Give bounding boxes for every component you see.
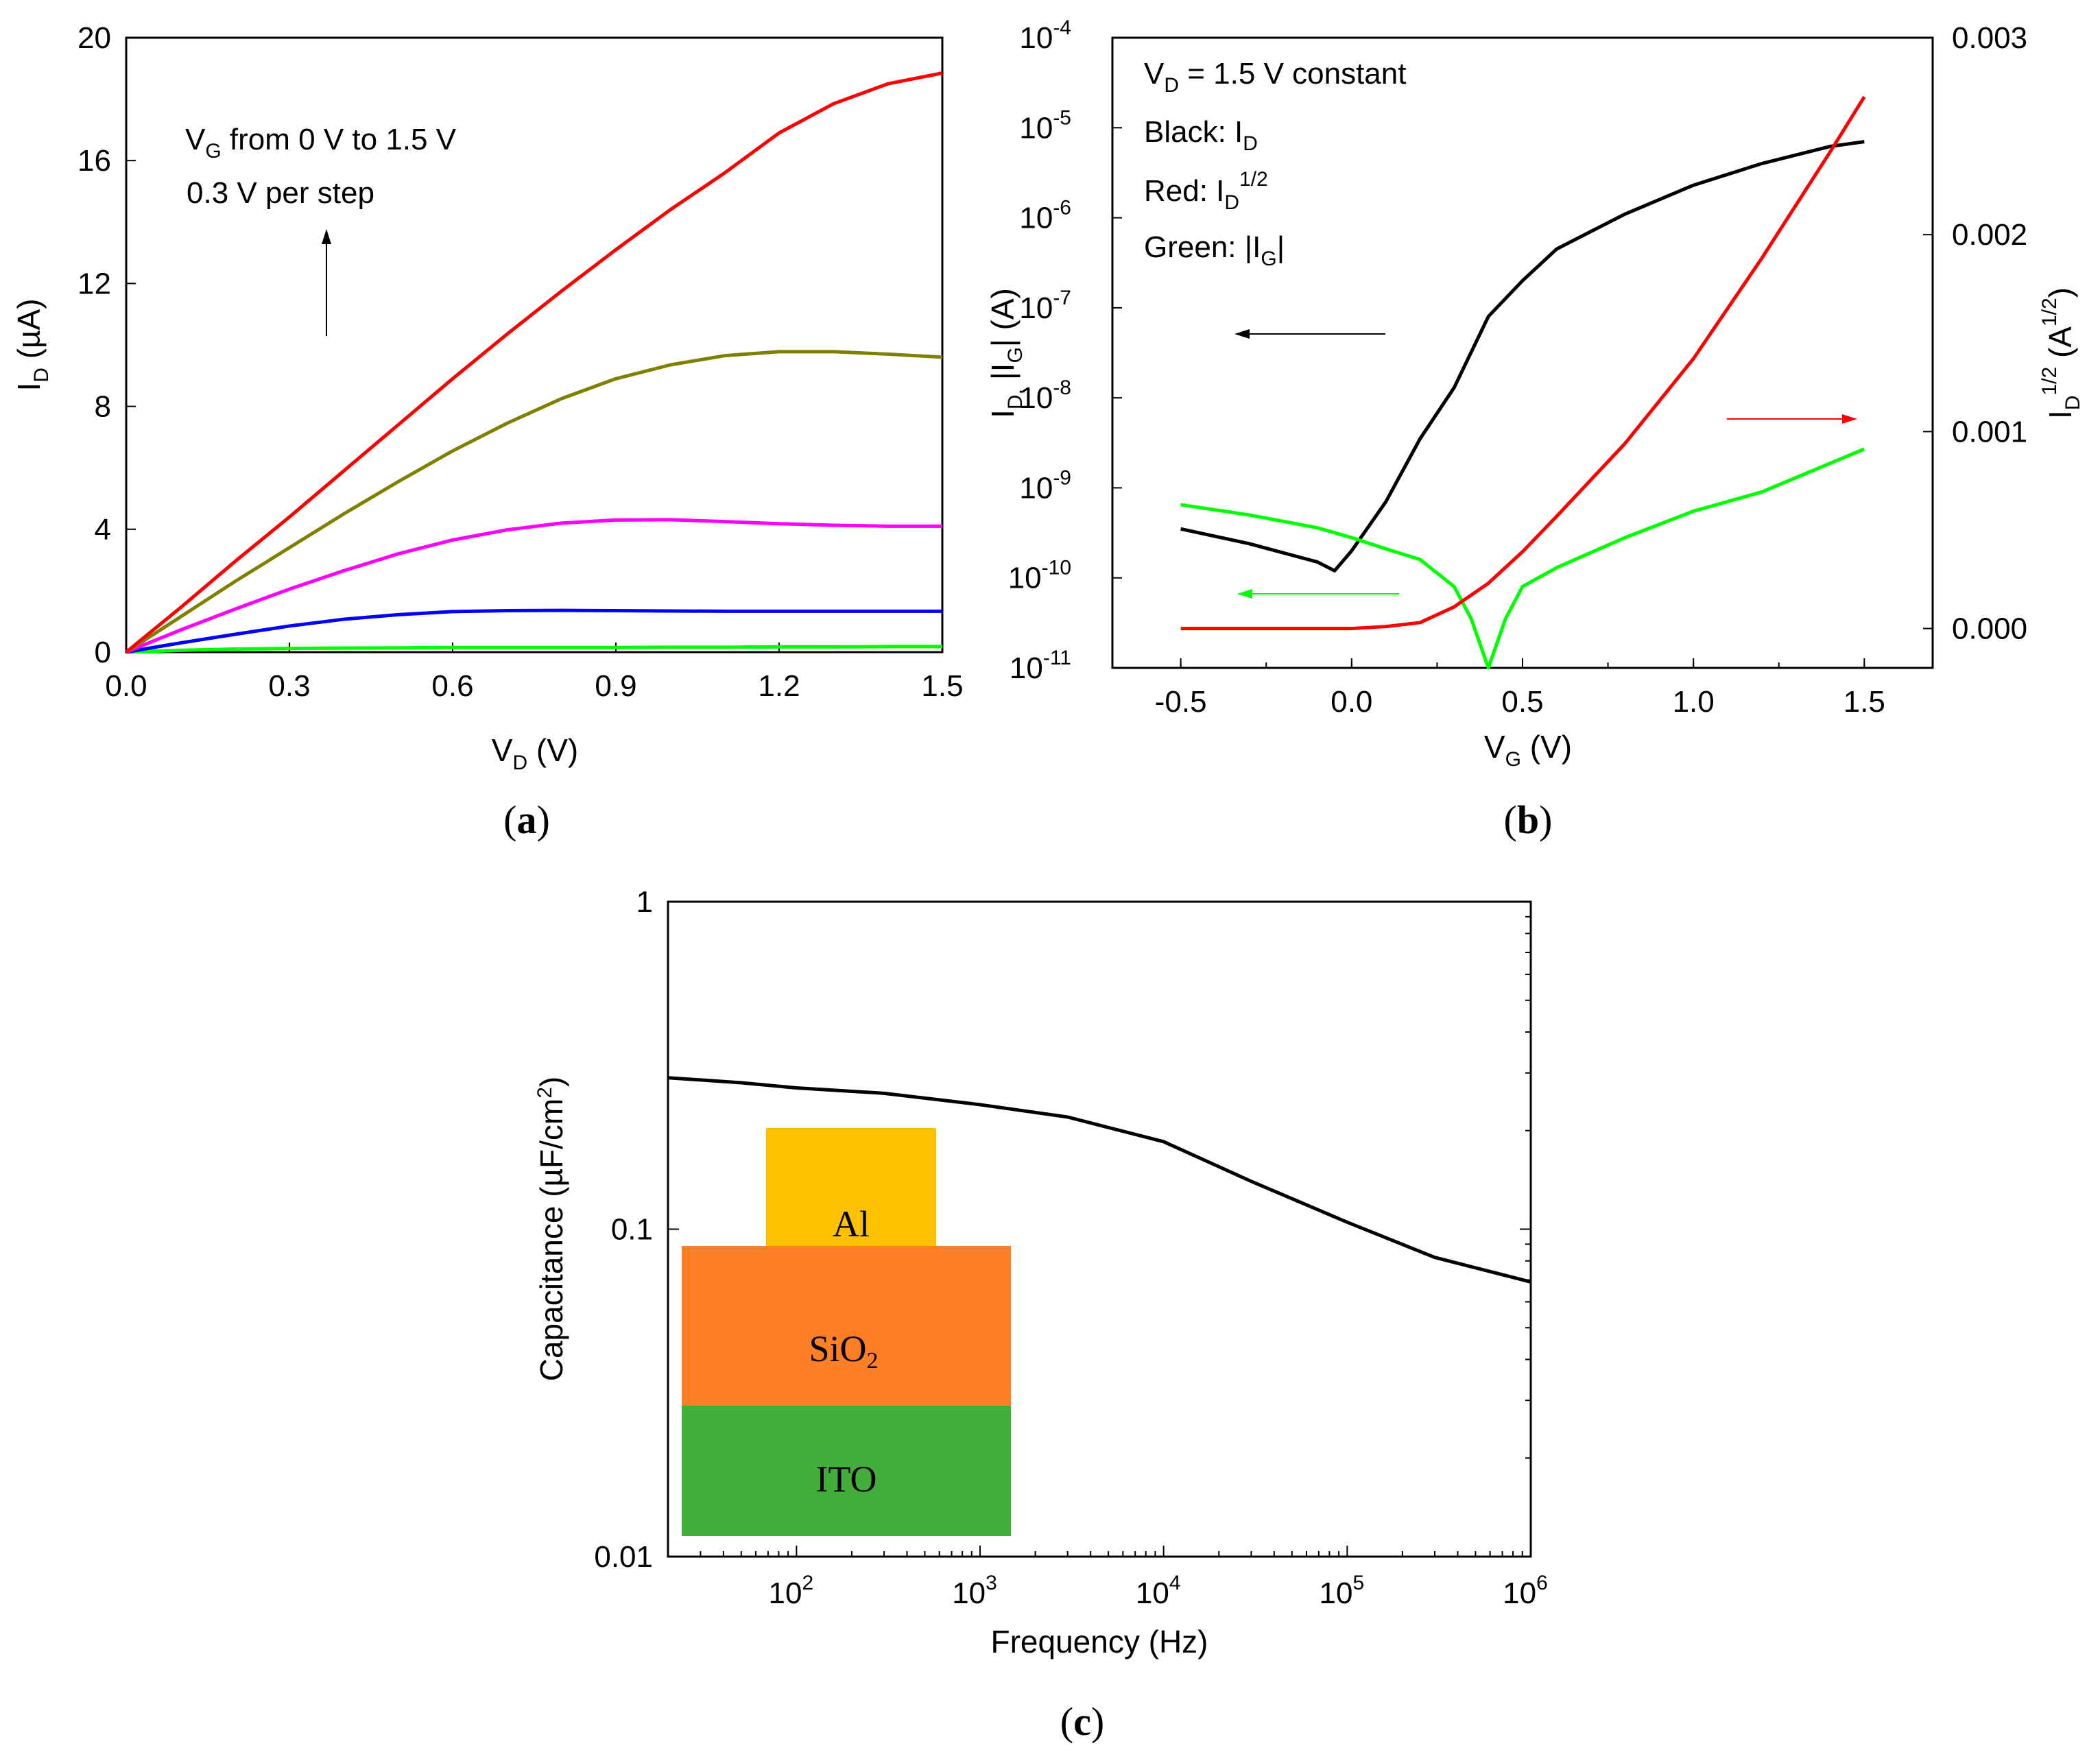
panel-a-series-line-1 xyxy=(126,608,942,654)
panel-a-xtick-label: 1.5 xyxy=(921,669,963,703)
panel-b-ylabel-right: ID1/2 (A1/2) xyxy=(2038,287,2084,419)
panel-a-ylabel: ID (µA) xyxy=(11,298,53,391)
panel-b-ytick-left-label: 10-10 xyxy=(1008,557,1071,595)
panel-b-xtick-label: -0.5 xyxy=(1155,685,1207,719)
panel-b-xlabel: VG (V) xyxy=(1484,729,1572,771)
panel-c-xlabel: Frequency (Hz) xyxy=(991,1624,1208,1659)
panel-a-ytick-label: 20 xyxy=(77,21,111,55)
panel-b-legend-line1: VD = 1.5 V constant xyxy=(1144,57,1406,97)
panel-c-xtick-label: 104 xyxy=(1136,1572,1181,1610)
panel-c-xtick-label: 103 xyxy=(952,1572,997,1610)
panel-c: 102 103 104 105 106 0.01 0.1 1 Al SiO2 ITO Freq… xyxy=(534,885,1548,1744)
panel-a-plot-frame xyxy=(125,36,944,653)
panel-b-ytick-left-label: 10-7 xyxy=(1019,287,1071,325)
inset-al-layer xyxy=(766,1128,936,1246)
panel-a-ytick-label: 16 xyxy=(77,144,111,178)
panel-a-series-line-0 xyxy=(126,645,942,654)
panel-a-ticks: 0.0 0.3 0.6 0.9 1.2 1.5 0 4 8 12 16 20 xyxy=(77,21,964,703)
panel-c-curves xyxy=(668,1076,1531,1284)
panel-b-ytick-left-label: 10-8 xyxy=(1019,376,1071,415)
panel-b-label: (b) xyxy=(1504,797,1553,842)
inset-al-label: Al xyxy=(833,1203,870,1245)
panel-b-ytick-right-label: 0.000 xyxy=(1952,612,2027,646)
panel-b-red-arrow-right xyxy=(1727,414,1857,424)
panel-c-xtick-label: 102 xyxy=(769,1572,814,1610)
inset-sio2-layer xyxy=(682,1246,1011,1406)
panel-c-ytick-label: 0.01 xyxy=(594,1540,653,1574)
panel-a-xtick-label: 0.0 xyxy=(105,669,147,703)
panel-b-ytick-left-label: 10-4 xyxy=(1019,16,1071,55)
panel-a-xtick-label: 1.2 xyxy=(758,669,800,703)
inset-ito-layer xyxy=(682,1406,1011,1536)
panel-a-xtick-label: 0.3 xyxy=(268,669,310,703)
panel-b-xtick-label: 1.5 xyxy=(1844,685,1885,719)
panel-a-ytick-label: 4 xyxy=(95,513,111,547)
panel-b-green-arrow-left xyxy=(1237,589,1399,599)
panel-b-legend-line3: Red: ID1/2 xyxy=(1144,168,1268,214)
panel-b-curves xyxy=(1180,95,1866,670)
panel-a-xlabel: VD (V) xyxy=(492,732,578,774)
panel-b-ytick-left-label: 10-6 xyxy=(1019,197,1071,235)
panel-a-xtick-label: 0.6 xyxy=(431,669,473,703)
panel-a-label: (a) xyxy=(503,797,550,842)
panel-a-ytick-label: 12 xyxy=(77,267,111,300)
panel-a-xtick-label: 0.9 xyxy=(595,669,636,703)
inset-sio2-label: SiO2 xyxy=(809,1328,878,1374)
panel-a: 0.0 0.3 0.6 0.9 1.2 1.5 0 4 8 12 16 20 VG from 0 V … xyxy=(11,21,964,842)
panel-a-ytick-label: 0 xyxy=(95,636,111,669)
panel-c-series-line-0 xyxy=(668,1076,1531,1284)
panel-c-ytick-label: 1 xyxy=(636,885,653,919)
panel-b-legend-line4: Green: |IG| xyxy=(1144,230,1285,270)
panel-a-series-line-4 xyxy=(125,71,943,653)
panel-b-ticks: -0.5 0.0 0.5 1.0 1.5 10-11 10-10 10-9 10-8 10-7 10… xyxy=(1008,16,2027,719)
panel-b-black-arrow-left xyxy=(1234,329,1385,339)
panel-b-series-line-1 xyxy=(1180,447,1865,670)
panel-b: -0.5 0.0 0.5 1.0 1.5 10-11 10-10 10-9 10-8 10-7 10… xyxy=(985,16,2084,842)
panel-b-xtick-label: 0.0 xyxy=(1331,685,1372,719)
panel-c-ticks: 102 103 104 105 106 0.01 0.1 1 xyxy=(594,885,1547,1610)
panel-b-ytick-left-label: 10-11 xyxy=(1010,647,1071,685)
panel-a-annotation-line2: 0.3 V per step xyxy=(187,176,374,210)
panel-c-ytick-label: 0.1 xyxy=(611,1213,653,1247)
panel-c-ylabel: Capacitance (µF/cm2) xyxy=(534,1077,569,1382)
panel-c-xtick-label: 105 xyxy=(1320,1572,1365,1610)
panel-b-series-line-0 xyxy=(1180,140,1865,573)
panel-c-xtick-label: 106 xyxy=(1503,1572,1548,1610)
panel-b-ytick-left-label: 10-9 xyxy=(1019,466,1071,505)
panel-b-ytick-right-label: 0.002 xyxy=(1952,218,2027,252)
panel-b-ytick-right-label: 0.001 xyxy=(1952,415,2027,448)
panel-a-annotation-line1: VG from 0 V to 1.5 V xyxy=(185,123,457,163)
panel-b-ytick-left-label: 10-5 xyxy=(1019,106,1071,145)
panel-c-inset-diagram: Al SiO2 ITO xyxy=(682,1128,1011,1536)
panel-a-ytick-label: 8 xyxy=(95,390,111,424)
panel-c-label: (c) xyxy=(1060,1699,1104,1744)
panel-b-series-line-2 xyxy=(1180,95,1866,631)
panel-a-curves xyxy=(125,71,943,654)
panel-a-series-line-2 xyxy=(126,518,942,654)
panel-b-xtick-label: 1.0 xyxy=(1673,685,1715,719)
panel-b-legend-line2: Black: ID xyxy=(1144,115,1258,155)
panel-a-series-line-3 xyxy=(125,350,943,654)
panel-b-ytick-right-label: 0.003 xyxy=(1952,21,2027,55)
panel-b-ylabel-left: ID, |IG| (A) xyxy=(985,288,1027,418)
inset-ito-label: ITO xyxy=(816,1459,877,1500)
panel-a-up-arrow xyxy=(322,229,331,336)
panel-b-xtick-label: 0.5 xyxy=(1501,685,1543,719)
